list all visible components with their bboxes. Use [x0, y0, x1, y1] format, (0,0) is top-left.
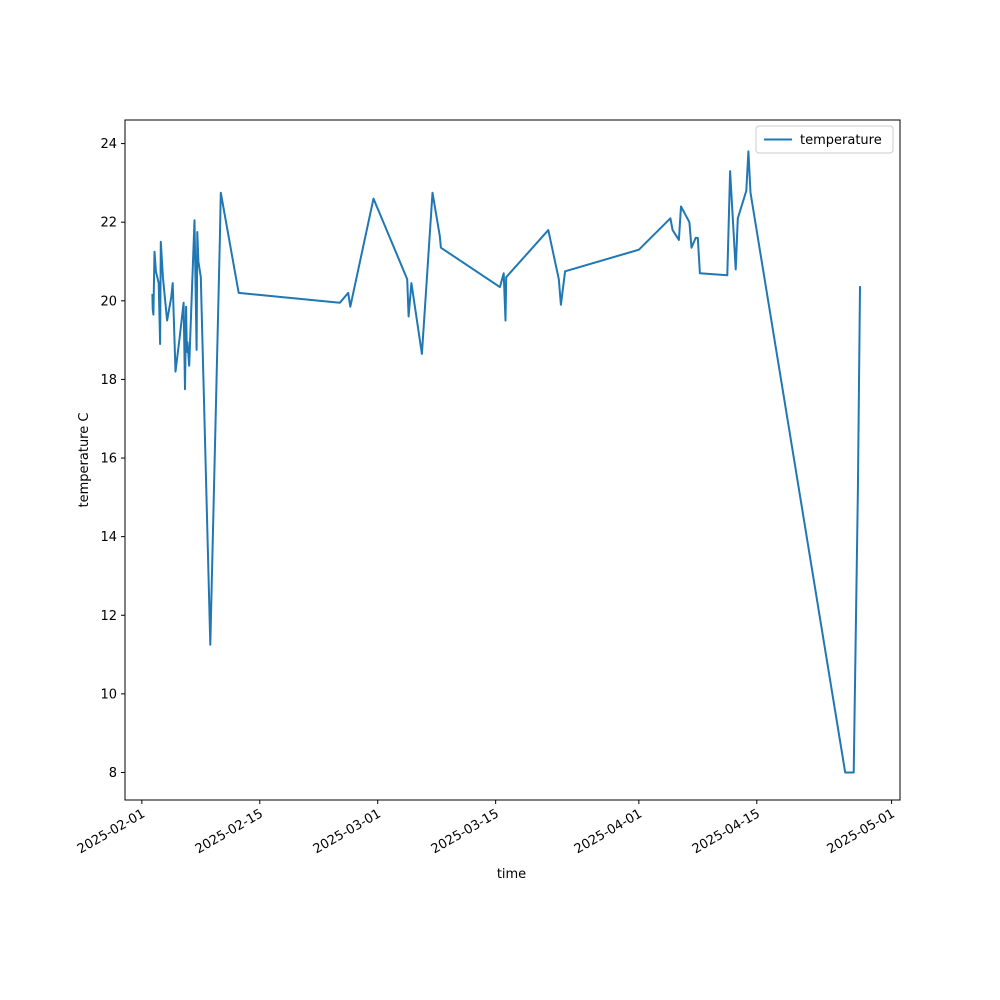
y-axis-ticks: 8 10 12 14 16 18 20 22 24: [100, 137, 125, 781]
y-tick-label: 20: [100, 294, 117, 309]
x-axis-label: time: [497, 867, 526, 882]
legend-label-temperature: temperature: [800, 133, 882, 148]
y-tick-label: 8: [109, 766, 117, 781]
y-tick-label: 22: [100, 216, 117, 231]
y-tick-label: 18: [100, 373, 117, 388]
series-line-temperature: [151, 150, 862, 774]
series-layer: [151, 150, 862, 774]
y-tick-label: 12: [100, 609, 117, 624]
y-axis-label: temperature C: [77, 413, 92, 508]
y-tick-label: 24: [100, 137, 117, 152]
y-tick-label: 14: [100, 530, 117, 545]
y-tick-label: 16: [100, 452, 117, 467]
legend: temperature: [755, 125, 894, 154]
legend-box: [755, 125, 894, 154]
plot-area: [125, 120, 900, 800]
plot-frame: [124, 119, 901, 801]
y-tick-label: 10: [100, 687, 117, 702]
